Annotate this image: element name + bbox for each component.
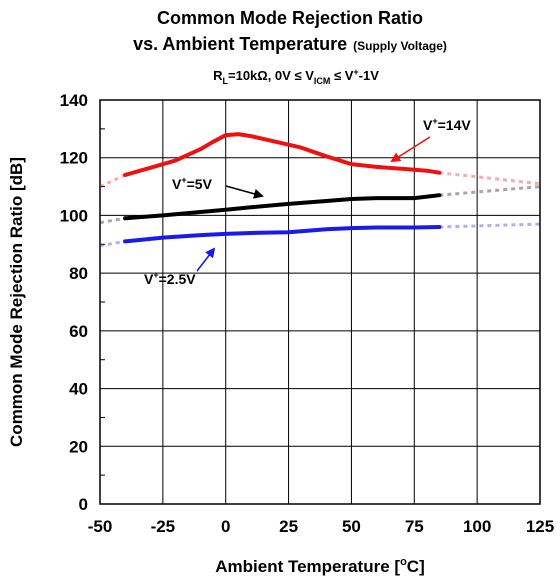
series-group xyxy=(99,132,541,248)
x-axis-label-sup: o xyxy=(400,556,407,568)
x-axis-label: Ambient Temperature [oC] xyxy=(215,556,425,576)
cond-v-tail: -1V xyxy=(359,68,380,83)
x-tick-label: 50 xyxy=(342,517,361,536)
label-v14: V+=14V xyxy=(423,116,471,133)
y-tick-label: 120 xyxy=(60,149,88,168)
x-tick-label: 75 xyxy=(405,517,424,536)
series-5v-line xyxy=(123,193,442,221)
label-v2-5: V+=2.5V xyxy=(144,270,196,287)
x-axis-label-main: Ambient Temperature [ xyxy=(215,557,400,576)
y-axis-label: Common Mode Rejection Ratio [dB] xyxy=(7,157,26,447)
cond-r-text: =10kΩ, 0V ≤ V xyxy=(228,68,314,83)
series-5v-extrap-left xyxy=(99,216,126,225)
label-v2-5-sup: + xyxy=(153,270,158,280)
y-tick-label: 140 xyxy=(60,91,88,110)
y-tick-label: 40 xyxy=(69,380,88,399)
cond-v-sub: ICM xyxy=(314,76,331,86)
y-tick-label: 100 xyxy=(60,206,88,225)
x-tick-label: -25 xyxy=(151,517,176,536)
y-tick-label: 60 xyxy=(69,322,88,341)
grid xyxy=(100,100,540,504)
arrow-v14 xyxy=(390,136,431,163)
label-v2-5-main: V xyxy=(144,271,154,287)
cond-v-text: ≤ V xyxy=(330,68,353,83)
minor-ticks xyxy=(100,128,105,476)
label-v14-tail: =14V xyxy=(438,117,472,133)
chart-title-main: vs. Ambient Temperature xyxy=(133,34,347,54)
x-tick-label: 0 xyxy=(221,517,230,536)
chart-condition: RL=10kΩ, 0V ≤ VICM ≤ V+-1V xyxy=(213,67,379,86)
series-14v-line xyxy=(123,132,442,177)
series-25v-extrap-left xyxy=(99,239,126,248)
series-14v-extrap-right xyxy=(439,171,541,186)
arrow-v5 xyxy=(225,185,264,199)
series-25v-extrap-right xyxy=(439,222,541,229)
x-tick-label: 25 xyxy=(279,517,298,536)
y-tick-label: 0 xyxy=(79,495,88,514)
label-v14-sup: + xyxy=(432,116,437,126)
cond-r-sub: L xyxy=(223,76,229,86)
series-25v-line xyxy=(123,225,442,244)
x-tick-label: -50 xyxy=(88,517,113,536)
chart-title-line2: vs. Ambient Temperature (Supply Voltage) xyxy=(133,34,447,54)
label-v5-tail: =5V xyxy=(187,176,213,192)
label-v5-main: V xyxy=(172,176,182,192)
series-14v-extrap-left xyxy=(99,173,126,188)
y-tick-label: 80 xyxy=(69,264,88,283)
x-axis-label-tail: C] xyxy=(407,557,425,576)
x-tick-label: 100 xyxy=(463,517,491,536)
chart-title-suffix: (Supply Voltage) xyxy=(353,39,447,53)
label-v5: V+=5V xyxy=(172,175,213,192)
y-tick-label: 20 xyxy=(69,437,88,456)
arrow-v2-5 xyxy=(196,247,216,272)
chart-title-line1: Common Mode Rejection Ratio xyxy=(157,8,423,28)
label-v14-main: V xyxy=(423,117,433,133)
series-5v-extrap-right xyxy=(439,185,541,197)
cond-v-sup: + xyxy=(353,67,358,77)
label-v2-5-tail: =2.5V xyxy=(159,271,197,287)
plot-area-frame xyxy=(99,99,541,505)
label-v5-sup: + xyxy=(181,175,186,185)
y-tick-labels: 0 20 40 60 80 100 120 140 xyxy=(60,91,88,514)
x-tick-labels: -50 -25 0 25 50 75 100 125 xyxy=(88,517,554,536)
x-tick-label: 125 xyxy=(526,517,554,536)
cond-r-prefix: R xyxy=(213,68,223,83)
